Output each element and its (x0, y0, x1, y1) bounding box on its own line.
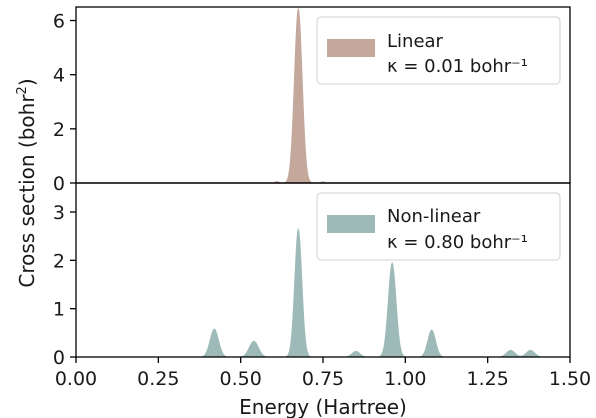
legend-linear-label: Linear (387, 31, 444, 52)
legend-linear-box (316, 16, 561, 85)
x-tick-label: 1.25 (467, 368, 509, 390)
panel-linear: 0 2 4 6 Linear κ = 0.01 bohr⁻¹ (53, 6, 571, 195)
y-tick-label-linear: 6 (53, 11, 65, 33)
y-tick-label-linear: 0 (53, 173, 65, 195)
legend-linear-kappa: κ = 0.01 bohr⁻¹ (387, 56, 528, 77)
y-tick-label-linear: 2 (53, 119, 65, 141)
legend-nonlinear-kappa: κ = 0.80 bohr⁻¹ (387, 232, 528, 253)
x-tick-label: 0.25 (137, 368, 179, 390)
panel-nonlinear: 0 1 2 3 Non-linear κ = 0.80 bohr⁻¹ (53, 182, 571, 369)
x-tick-label: 0.50 (220, 368, 262, 390)
y-tick-label-nonlinear: 0 (53, 347, 65, 369)
y-axis-label-close: ) (15, 78, 39, 86)
y-tick-label-nonlinear: 3 (53, 202, 65, 224)
x-axis-label: Energy (Hartree) (239, 395, 407, 418)
bottom-y-ticks: 0 1 2 3 (53, 202, 76, 369)
top-y-ticks: 0 2 4 6 (53, 11, 76, 195)
y-tick-label-nonlinear: 1 (53, 299, 65, 321)
legend-linear-swatch (327, 39, 375, 57)
legend-nonlinear-box (316, 192, 561, 261)
x-axis-ticks: 0.00 0.25 0.50 0.75 1.00 1.25 1.50 (55, 357, 591, 390)
y-tick-label-linear: 4 (53, 65, 65, 87)
x-tick-label: 1.00 (384, 368, 426, 390)
y-axis-label-superscript: 2 (15, 86, 30, 94)
y-tick-label-nonlinear: 2 (53, 250, 65, 272)
legend-linear: Linear κ = 0.01 bohr⁻¹ (316, 16, 561, 85)
x-tick-label: 0.75 (302, 368, 344, 390)
legend-nonlinear-label: Non-linear (387, 206, 481, 227)
legend-nonlinear: Non-linear κ = 0.80 bohr⁻¹ (316, 192, 561, 261)
y-axis-label: Cross section (bohr2) (15, 78, 39, 287)
y-axis-label-main: Cross section (bohr (15, 94, 39, 288)
legend-nonlinear-swatch (327, 215, 375, 233)
x-tick-label: 0.00 (55, 368, 97, 390)
x-tick-label: 1.50 (549, 368, 591, 390)
